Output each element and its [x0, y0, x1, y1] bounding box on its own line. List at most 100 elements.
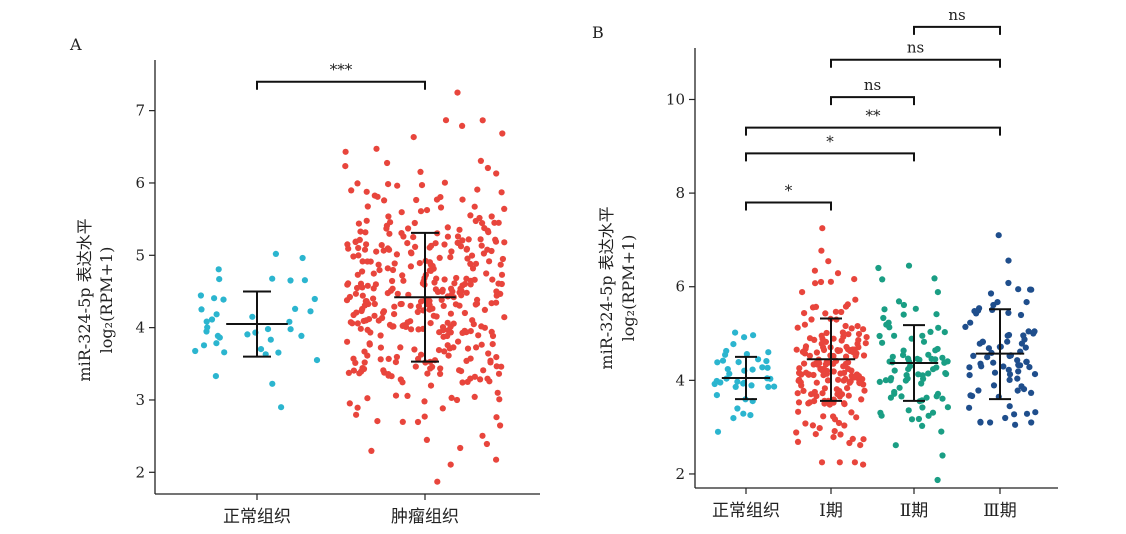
panel-b-data-point: [923, 394, 930, 401]
panel-b-data-point: [796, 369, 803, 377]
panel-b-data-point: [1028, 389, 1035, 396]
panel-b-data-point: [830, 368, 837, 375]
panel-a-data-point: [391, 260, 398, 267]
panel-b-data-point: [816, 360, 823, 367]
panel-a-data-point: [412, 243, 419, 250]
panel-b-data-point: [748, 382, 755, 389]
panel-b-data-point: [934, 289, 942, 296]
panel-a-data-point: [370, 295, 377, 302]
panel-a-data-point: [203, 328, 210, 335]
panel-a-data-point: [492, 236, 499, 243]
panel-b-data-point: [919, 332, 926, 339]
panel-a-data-point: [459, 196, 466, 203]
panel-a-data-point: [198, 306, 205, 313]
panel-a-data-point: [461, 309, 468, 317]
panel-a-data-point: [384, 265, 391, 272]
panel-a-data-point: [485, 229, 492, 236]
panel-a-data-point: [414, 308, 421, 316]
panel-a-data-point: [498, 189, 505, 196]
panel-a-data-point: [436, 254, 443, 261]
panel-a-data-point: [411, 346, 418, 353]
panel-a-data-point: [373, 145, 380, 152]
panel-b-data-point: [719, 357, 727, 364]
panel-a-data-point: [411, 219, 418, 227]
panel-b-data-point: [802, 420, 809, 427]
panel-b-data-point: [764, 364, 771, 371]
panel-a-data-point: [381, 197, 388, 204]
panel-b-data-point: [821, 385, 829, 392]
panel-a-data-point: [415, 303, 422, 310]
panel-a-data-point: [287, 277, 294, 284]
panel-a-data-point: [438, 296, 445, 303]
panel-a-data-point: [478, 242, 485, 249]
panel-a-data-point: [437, 370, 444, 377]
panel-b-data-point: [819, 225, 826, 232]
panel-a-data-point: [359, 268, 366, 275]
panel-a-data-point: [493, 170, 500, 177]
panel-b-data-point: [1020, 386, 1028, 393]
panel-b-data-point: [987, 419, 994, 426]
panel-a-data-point: [364, 258, 371, 265]
panel-b-data-point: [795, 408, 802, 415]
panel-a-data-point: [429, 262, 436, 270]
panel-a-data-point: [368, 447, 375, 454]
panel-b-data-point: [714, 428, 722, 435]
panel-b-data-point: [934, 476, 941, 484]
panel-a-data-point: [380, 247, 387, 254]
panel-b-data-point: [726, 370, 733, 377]
panel-b-data-point: [820, 344, 827, 351]
panel-a-data-point: [483, 270, 490, 277]
panel-b-data-point: [819, 390, 826, 397]
panel-b-data-point: [801, 310, 808, 317]
panel-a-data-point: [444, 224, 451, 231]
panel-a-data-point: [393, 251, 400, 258]
panel-b-data-point: [831, 428, 838, 435]
panel-a-data-point: [455, 338, 462, 345]
panel-a-data-point: [275, 349, 282, 356]
panel-b-data-point: [857, 442, 864, 449]
panel-a-data-point: [358, 307, 365, 315]
panel-a-data-point: [399, 272, 406, 279]
panel-a-data-point: [370, 285, 377, 292]
panel-b-data-point: [882, 377, 890, 384]
panel-b-data-point: [914, 355, 921, 362]
panel-b-bracket-line: [830, 58, 1001, 68]
panel-b-data-point: [920, 375, 927, 382]
panel-b-significance-label: ns: [907, 39, 924, 57]
panel-b-data-point: [962, 323, 969, 330]
panel-a-data-point: [493, 288, 500, 295]
panel-a-y-tick-label: 2: [135, 463, 145, 481]
panel-b-data-point: [799, 289, 806, 296]
panel-a-y-tick-label: 6: [135, 174, 145, 192]
panel-a-data-point: [364, 203, 371, 210]
panel-a-data-point: [361, 246, 369, 253]
panel-b-data-point: [879, 339, 886, 346]
panel-b-data-point: [935, 324, 942, 331]
panel-a-data-point: [441, 179, 448, 186]
panel-a-data-point: [345, 245, 352, 252]
panel-a-data-point: [480, 250, 487, 257]
panel-a-data-point: [489, 276, 496, 283]
panel-a-data-point: [475, 332, 482, 339]
panel-a-data-point: [371, 312, 378, 319]
panel-a-data-point: [485, 350, 492, 357]
panel-b-data-point: [879, 276, 886, 283]
panel-b-significance-bracket: *: [745, 181, 832, 211]
panel-b-significance-label: **: [866, 107, 882, 125]
panel-b-data-point: [763, 358, 770, 365]
panel-a-data-point: [432, 286, 439, 293]
panel-a-data-point: [370, 270, 377, 277]
panel-a-data-point: [467, 260, 474, 267]
panel-a-data-point: [489, 332, 497, 340]
panel-b-data-point: [858, 396, 865, 403]
panel-a-data-point: [441, 241, 448, 248]
panel-a-data-point: [408, 250, 415, 257]
panel-b-data-point: [1006, 403, 1013, 410]
panel-b-data-point: [813, 349, 821, 356]
panel-b-data-point: [994, 299, 1001, 306]
panel-a-data-point: [465, 236, 472, 243]
panel-b-data-point: [1022, 344, 1029, 351]
panel-b-data-point: [749, 366, 756, 373]
panel-a-data-point: [447, 310, 454, 317]
